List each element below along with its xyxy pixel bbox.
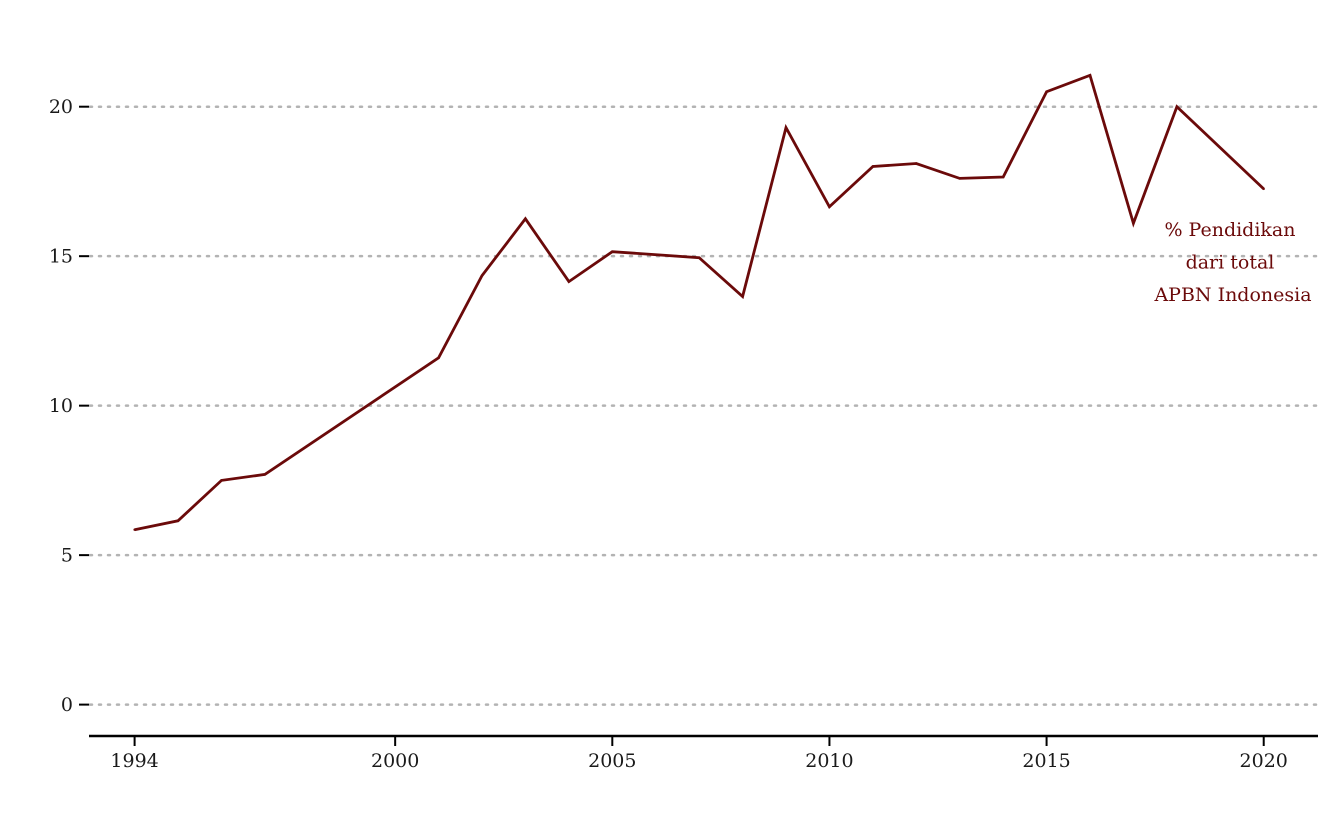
y-tick-label-20: 20 bbox=[49, 96, 73, 118]
data-point-2003 bbox=[524, 217, 527, 221]
x-tick-label-1994: 1994 bbox=[110, 750, 158, 772]
data-point-2015 bbox=[1045, 90, 1048, 93]
data-point-2009 bbox=[784, 126, 788, 129]
data-point-1994 bbox=[133, 528, 136, 531]
x-tick-label-2005: 2005 bbox=[588, 750, 636, 772]
data-point-1996 bbox=[220, 479, 223, 482]
data-point-2016 bbox=[1088, 74, 1092, 77]
annotation-line-1: % Pendidikan bbox=[1164, 219, 1295, 241]
data-point-2004 bbox=[567, 280, 571, 283]
x-tick-label-2015: 2015 bbox=[1022, 750, 1070, 772]
data-point-2017 bbox=[1132, 222, 1135, 225]
annotation-line-3: APBN Indonesia bbox=[1153, 284, 1311, 306]
data-point-2008 bbox=[741, 295, 744, 298]
y-tick-label-0: 0 bbox=[61, 694, 73, 716]
series-group bbox=[133, 73, 1265, 532]
data-point-2018 bbox=[1175, 105, 1179, 108]
annotation-line-2: dari total bbox=[1186, 252, 1275, 274]
data-point-2001 bbox=[437, 356, 440, 360]
data-point-2011 bbox=[871, 165, 875, 168]
x-axis: 1994 2000 2005 2010 2015 2020 bbox=[89, 734, 1318, 772]
data-point-2007 bbox=[697, 256, 701, 259]
x-tick-label-2000: 2000 bbox=[371, 750, 419, 772]
data-point-2005 bbox=[611, 250, 614, 253]
y-tick-label-15: 15 bbox=[49, 246, 73, 268]
series-annotation: % Pendidikan dari total APBN Indonesia bbox=[1153, 219, 1311, 306]
data-point-2014 bbox=[1001, 175, 1005, 179]
y-axis: 0 5 10 15 20 bbox=[49, 96, 89, 716]
x-tick-label-2010: 2010 bbox=[805, 750, 853, 772]
data-point-2013 bbox=[958, 177, 961, 180]
data-point-2012 bbox=[915, 162, 918, 165]
x-tick-label-2020: 2020 bbox=[1240, 750, 1288, 772]
grid-lines bbox=[88, 105, 1320, 706]
y-tick-label-10: 10 bbox=[49, 395, 73, 417]
data-point-1995 bbox=[176, 519, 180, 522]
data-point-1997 bbox=[263, 473, 267, 476]
data-point-2020 bbox=[1262, 187, 1265, 191]
data-point-2010 bbox=[828, 205, 831, 209]
series-line-0 bbox=[134, 73, 1265, 532]
data-point-2002 bbox=[480, 274, 484, 277]
y-tick-label-5: 5 bbox=[61, 545, 73, 567]
